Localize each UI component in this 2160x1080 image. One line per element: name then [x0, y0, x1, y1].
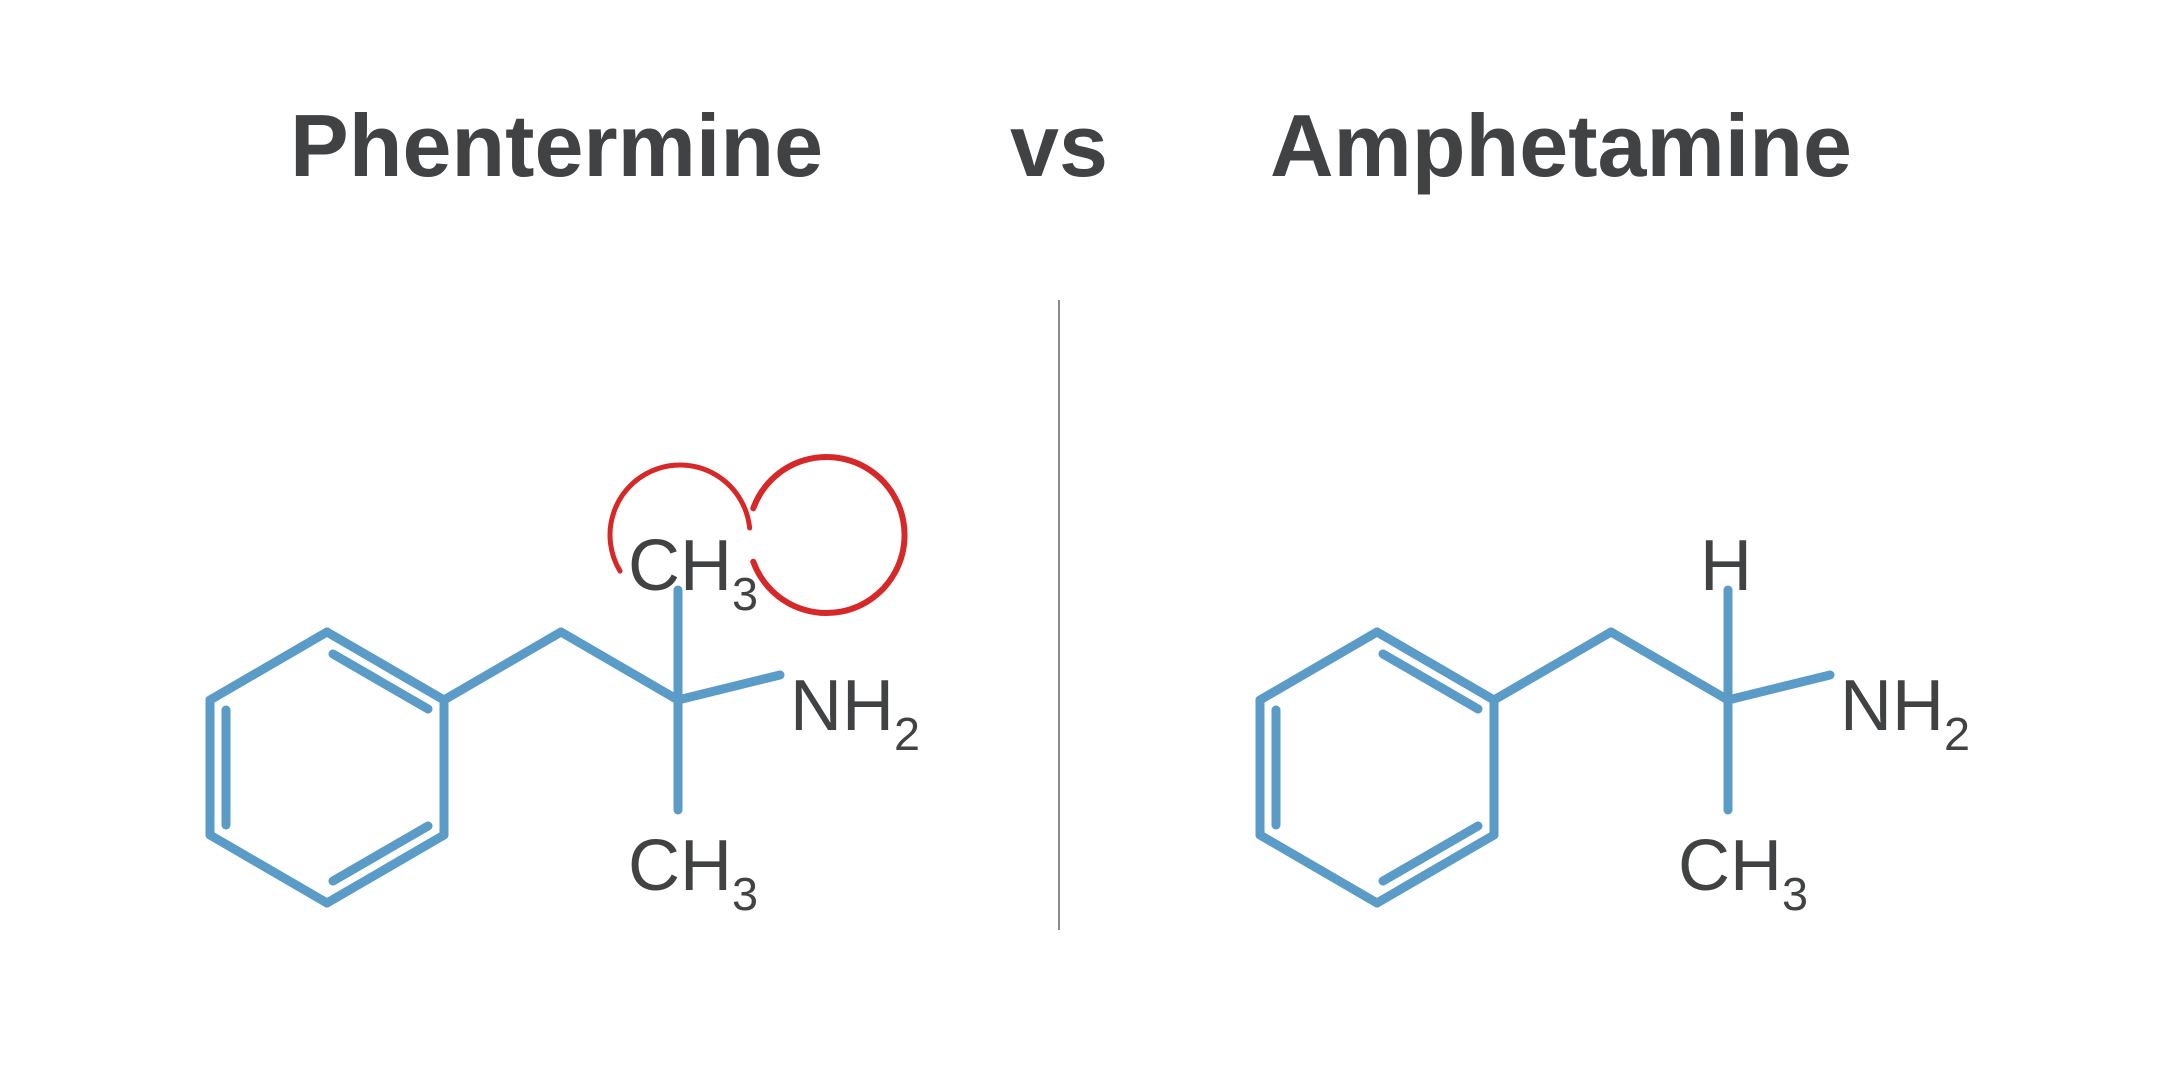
molecule-phentermine: [120, 280, 920, 980]
title-right: Amphetamine: [1270, 95, 1852, 197]
label-left-top: CH3: [628, 530, 758, 613]
title-left: Phentermine: [290, 95, 823, 197]
title-middle: vs: [1010, 95, 1108, 197]
label-right-right: NH2: [1840, 670, 1970, 753]
label-left-bottom: CH3: [628, 830, 758, 913]
label-right-bottom: CH3: [1678, 830, 1808, 913]
label-right-top: H: [1700, 530, 1752, 602]
molecule-amphetamine: [1170, 280, 1970, 980]
label-left-right: NH2: [790, 670, 920, 753]
vertical-divider: [1058, 300, 1060, 930]
